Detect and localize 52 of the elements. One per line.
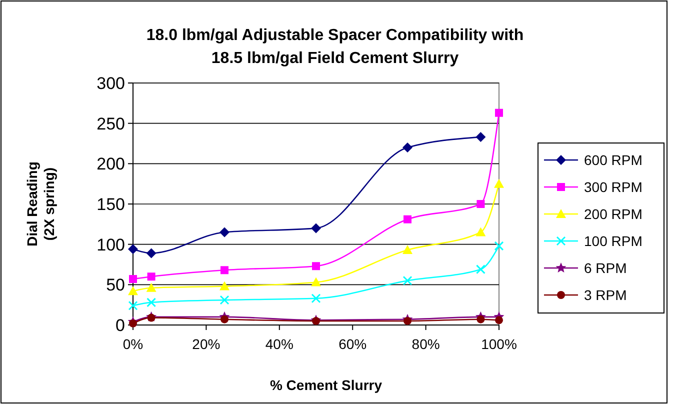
point <box>476 200 485 208</box>
x-tick-label: 100% <box>481 336 517 352</box>
x-tick-label: 20% <box>192 336 220 352</box>
legend-label: 200 RPM <box>584 206 642 222</box>
point <box>402 244 412 254</box>
point <box>147 314 156 322</box>
y-tick-label: 150 <box>96 195 125 214</box>
point <box>476 315 485 324</box>
point <box>495 108 503 117</box>
y-tick-label: 300 <box>96 74 125 93</box>
point <box>311 277 321 286</box>
point <box>476 132 486 142</box>
x-tick-label: 40% <box>265 336 294 352</box>
point <box>495 316 503 324</box>
point <box>311 294 321 304</box>
point <box>146 282 156 292</box>
point <box>402 276 412 286</box>
legend-label: 6 RPM <box>584 260 627 276</box>
point <box>220 315 228 324</box>
x-axis-title: % Cement Slurry <box>270 377 382 393</box>
y-axis-title: Dial Reading (2X spring) <box>24 162 57 246</box>
y-tick-label: 100 <box>96 235 125 254</box>
point <box>220 266 228 274</box>
point <box>494 241 504 251</box>
point <box>404 215 412 224</box>
y-tick-label: 250 <box>96 114 125 134</box>
point <box>128 244 138 254</box>
point <box>220 295 230 305</box>
y-tick-label: 0 <box>116 316 125 335</box>
point <box>147 272 156 281</box>
legend-label: 600 RPM <box>584 152 642 168</box>
point <box>312 262 320 270</box>
point <box>220 227 230 238</box>
point <box>220 281 230 290</box>
point <box>128 300 138 310</box>
point <box>494 178 504 188</box>
point <box>311 223 321 234</box>
y-tick-label: 50 <box>106 276 125 295</box>
point <box>476 227 486 236</box>
point <box>402 142 412 153</box>
y-tick-label: 200 <box>96 154 125 174</box>
point <box>476 264 486 274</box>
x-tick-label: 0% <box>122 336 144 352</box>
legend-label: 3 RPM <box>584 287 627 303</box>
legend-label: 300 RPM <box>584 179 642 195</box>
point <box>404 316 412 325</box>
point <box>146 248 156 258</box>
legend-label: 100 RPM <box>584 233 642 249</box>
x-tick-label: 60% <box>338 336 367 352</box>
x-tick-label: 80% <box>412 336 440 352</box>
chart-title: 18.0 lbm/gal Adjustable Spacer Compatibility with 18.5 lbm/gal Field Cement Slurry <box>146 27 524 67</box>
point <box>146 298 156 308</box>
